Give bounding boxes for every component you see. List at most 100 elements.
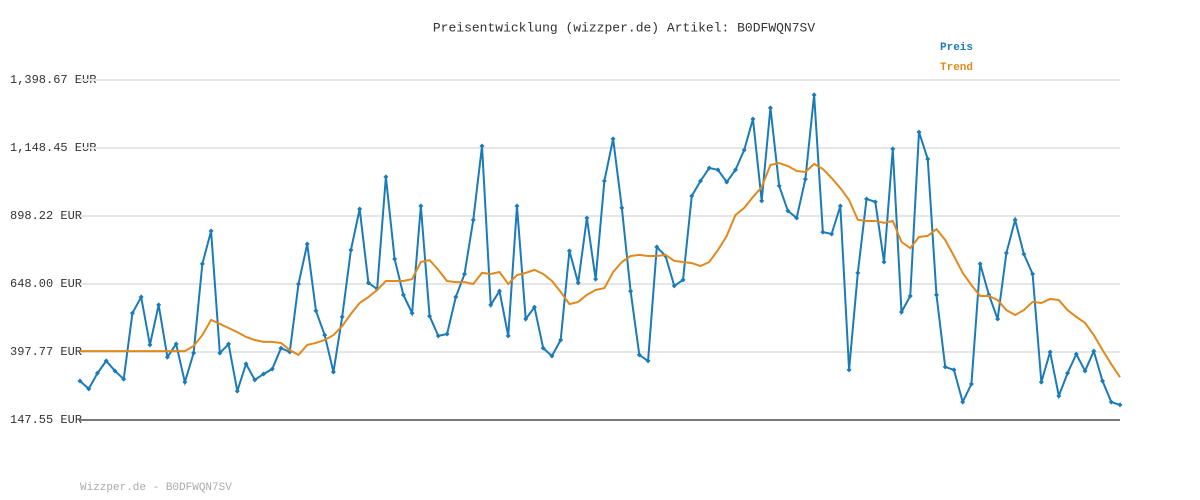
point-marker xyxy=(1073,351,1079,357)
point-marker xyxy=(829,231,835,237)
point-marker xyxy=(330,369,336,375)
point-marker xyxy=(732,167,738,173)
point-marker xyxy=(278,345,284,351)
point-marker xyxy=(855,270,861,276)
legend-label: Preis xyxy=(940,42,973,54)
point-marker xyxy=(890,146,896,152)
point-marker xyxy=(86,386,92,392)
point-marker xyxy=(191,350,197,356)
point-marker xyxy=(610,136,616,142)
point-marker xyxy=(505,333,511,339)
point-marker xyxy=(400,292,406,298)
point-marker xyxy=(872,199,878,205)
point-marker xyxy=(628,288,634,294)
point-marker xyxy=(1117,402,1123,408)
point-marker xyxy=(129,310,135,316)
y-tick-label: 147.55 EUR xyxy=(10,413,82,427)
point-marker xyxy=(304,241,310,247)
point-marker xyxy=(698,178,704,184)
point-marker xyxy=(601,178,607,184)
point-marker xyxy=(392,256,398,262)
point-marker xyxy=(357,206,363,212)
point-marker xyxy=(418,203,424,209)
point-marker xyxy=(750,116,756,122)
point-marker xyxy=(1091,348,1097,354)
point-marker xyxy=(741,147,747,153)
point-marker xyxy=(540,345,546,351)
point-marker xyxy=(1100,378,1106,384)
point-marker xyxy=(689,193,695,199)
point-marker xyxy=(1030,271,1036,277)
point-marker xyxy=(995,316,1001,322)
point-marker xyxy=(776,183,782,189)
point-marker xyxy=(619,205,625,211)
point-marker xyxy=(820,229,826,235)
point-marker xyxy=(654,244,660,250)
point-marker xyxy=(313,308,319,314)
point-marker xyxy=(261,371,267,377)
point-marker xyxy=(339,314,345,320)
point-marker xyxy=(94,370,100,376)
point-marker xyxy=(1108,399,1114,405)
point-marker xyxy=(968,381,974,387)
point-marker xyxy=(837,203,843,209)
point-marker xyxy=(785,208,791,214)
y-tick-label: 648.00 EUR xyxy=(10,277,82,291)
point-marker xyxy=(470,217,476,223)
point-marker xyxy=(348,247,354,253)
point-marker xyxy=(1047,349,1053,355)
point-marker xyxy=(846,367,852,373)
point-marker xyxy=(1038,379,1044,385)
point-marker xyxy=(138,294,144,300)
point-marker xyxy=(636,352,642,358)
point-marker xyxy=(208,228,214,234)
point-marker xyxy=(496,288,502,294)
point-marker xyxy=(767,105,773,111)
point-marker xyxy=(881,259,887,265)
point-marker xyxy=(558,337,564,343)
point-marker xyxy=(269,366,275,372)
point-marker xyxy=(531,304,537,310)
point-marker xyxy=(121,376,127,382)
point-marker xyxy=(802,176,808,182)
point-marker xyxy=(488,302,494,308)
point-marker xyxy=(724,179,730,185)
point-marker xyxy=(1065,370,1071,376)
point-marker xyxy=(1012,217,1018,223)
point-marker xyxy=(523,316,529,322)
point-marker xyxy=(295,281,301,287)
point-marker xyxy=(217,350,223,356)
series-line xyxy=(80,162,1121,378)
point-marker xyxy=(462,271,468,277)
y-tick-label: 1,398.67 EUR xyxy=(10,73,96,87)
point-marker xyxy=(575,280,581,286)
point-marker xyxy=(706,165,712,171)
y-tick-label: 397.77 EUR xyxy=(10,345,82,359)
footer: Wizzper.de - B0DFWQN7SV xyxy=(80,482,232,494)
point-marker xyxy=(933,292,939,298)
point-marker xyxy=(226,341,232,347)
point-marker xyxy=(409,310,415,316)
point-marker xyxy=(383,174,389,180)
point-marker xyxy=(1021,251,1027,257)
point-marker xyxy=(514,203,520,209)
point-marker xyxy=(916,129,922,135)
point-marker xyxy=(864,196,870,202)
point-marker xyxy=(942,364,948,370)
point-marker xyxy=(645,358,651,364)
point-marker xyxy=(1082,368,1088,374)
point-marker xyxy=(444,331,450,337)
point-marker xyxy=(584,215,590,221)
point-marker xyxy=(427,313,433,319)
point-marker xyxy=(199,261,205,267)
point-marker xyxy=(103,358,109,364)
point-marker xyxy=(453,294,459,300)
point-marker xyxy=(164,354,170,360)
point-marker xyxy=(182,379,188,385)
point-marker xyxy=(234,388,240,394)
point-marker xyxy=(593,276,599,282)
point-marker xyxy=(156,302,162,308)
point-marker xyxy=(322,332,328,338)
point-marker xyxy=(147,342,153,348)
